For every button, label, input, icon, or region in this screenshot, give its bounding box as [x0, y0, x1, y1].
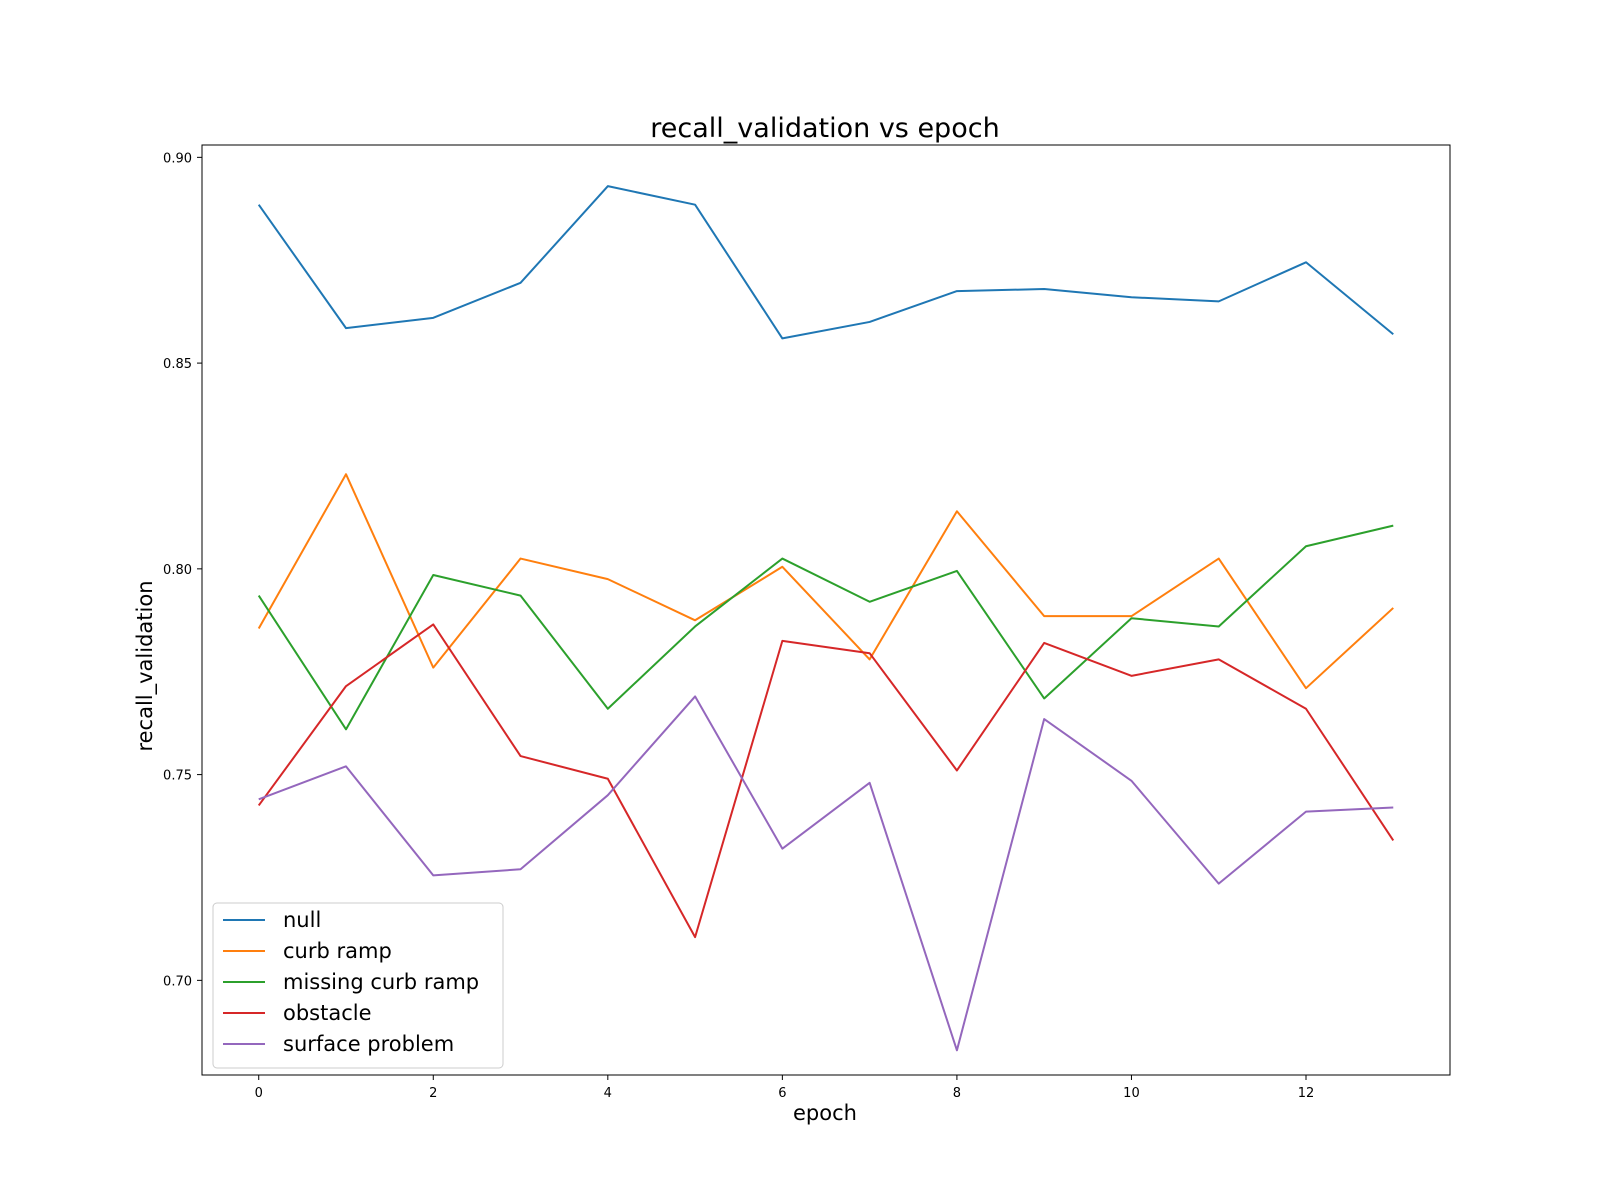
y-axis-title: recall_validation: [133, 580, 158, 751]
y-tick-label: 0.70: [163, 974, 192, 989]
y-tick-label: 0.75: [163, 769, 192, 784]
legend-label-null: null: [283, 908, 321, 932]
series-line-null: [257, 185, 1394, 340]
x-tick-label: 10: [1123, 1086, 1140, 1101]
x-tick-label: 8: [953, 1086, 961, 1101]
y-tick-label: 0.85: [163, 357, 192, 372]
y-tick-label: 0.90: [163, 151, 192, 166]
series-line-surface-problem: [258, 695, 1394, 1052]
series-line-missing-curb-ramp: [257, 524, 1394, 731]
legend-label-surface-problem: surface problem: [283, 1032, 454, 1056]
legend-label-obstacle: obstacle: [283, 1001, 372, 1025]
x-axis-title: epoch: [793, 1101, 857, 1125]
axes: 0 2 4 6 8 10 12 0.70 0.75 0.80 0.85 0.90: [163, 144, 1451, 1101]
y-tick-label: 0.80: [163, 563, 192, 578]
legend-label-missing-curb-ramp: missing curb ramp: [283, 970, 479, 994]
x-tick-label: 6: [778, 1086, 786, 1101]
x-tick-label: 0: [255, 1086, 263, 1101]
legend-box: [212, 902, 504, 1069]
legend: null curb ramp missing curb ramp obstacle su…: [212, 902, 504, 1069]
series-line-obstacle: [257, 623, 1395, 939]
x-tick-label: 12: [1298, 1086, 1315, 1101]
plot-area: [257, 185, 1395, 1052]
legend-label-curb-ramp: curb ramp: [283, 939, 392, 963]
plot-frame: [201, 144, 1451, 1076]
x-tick-label: 4: [604, 1086, 612, 1101]
chart-title: recall_validation vs epoch: [650, 113, 999, 144]
x-tick-label: 2: [429, 1086, 437, 1101]
series-line-curb-ramp: [257, 473, 1394, 690]
